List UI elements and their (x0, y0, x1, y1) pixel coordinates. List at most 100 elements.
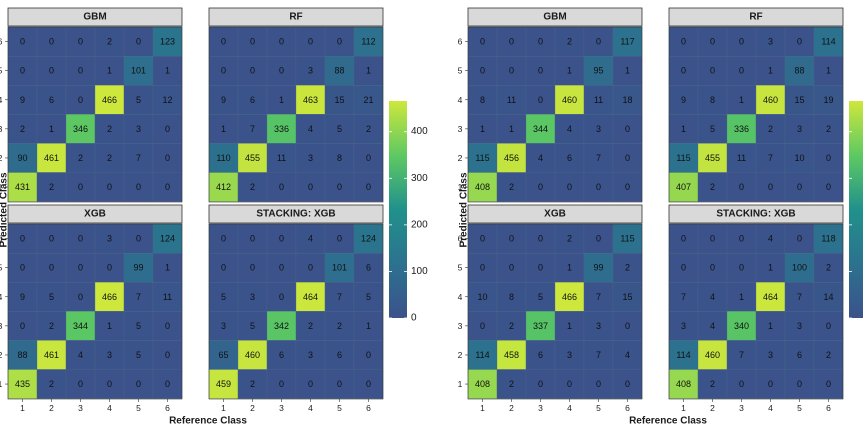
panel-strip (7, 7, 183, 27)
cell-value: 0 (480, 234, 485, 244)
cell-value: 5 (366, 292, 371, 302)
cell-value: 3 (797, 321, 802, 331)
heatmap-cell (152, 369, 183, 399)
heatmap-cell (496, 26, 527, 57)
legend-tick-label: 400 (411, 126, 428, 137)
cell-value: 0 (221, 37, 226, 47)
cell-value: 346 (73, 124, 88, 134)
cell-value: 0 (279, 66, 284, 76)
heatmap-cell (554, 223, 585, 254)
heatmap-cell (324, 143, 355, 173)
heatmap-cell (7, 340, 38, 370)
cell-value: 0 (279, 182, 284, 192)
cell-value: 0 (797, 379, 802, 389)
cell-value: 9 (221, 95, 226, 105)
cell-value: 101 (332, 263, 347, 273)
cell-value: 1 (49, 124, 54, 134)
cell-value: 88 (334, 66, 344, 76)
cell-value: 0 (739, 379, 744, 389)
x-tick-label: 2 (250, 403, 255, 413)
cell-value: 0 (681, 66, 686, 76)
x-axis-title: Reference Class (629, 416, 707, 427)
heatmap-cell (7, 172, 38, 202)
cell-value: 456 (504, 153, 519, 163)
heatmap-cell (36, 172, 67, 202)
heatmap-cell (755, 55, 786, 86)
y-tick-label: 6 (0, 234, 3, 244)
cell-value: 0 (49, 263, 54, 273)
heatmap-cell (467, 114, 498, 144)
heatmap-cell (94, 172, 125, 202)
cell-value: 408 (475, 182, 490, 192)
cell-value: 2 (509, 182, 514, 192)
heatmap-cell (295, 85, 326, 115)
cell-value: 408 (676, 379, 691, 389)
y-tick-label: 4 (0, 292, 3, 302)
panel-strip (208, 7, 384, 27)
heatmap-cell (525, 282, 556, 312)
cell-value: 3 (681, 321, 686, 331)
cell-value: 0 (480, 321, 485, 331)
panel-title: RF (289, 12, 302, 23)
heatmap-cell (726, 172, 757, 202)
heatmap-cell (353, 172, 384, 202)
cell-value: 15 (334, 95, 344, 105)
legend-gradient (849, 101, 863, 318)
cell-value: 6 (538, 350, 543, 360)
cell-value: 11 (277, 153, 286, 163)
panel-strip (668, 7, 844, 27)
cell-value: 0 (221, 234, 226, 244)
cell-value: 0 (538, 95, 543, 105)
cell-value: 0 (509, 66, 514, 76)
heatmap-cell (755, 369, 786, 399)
cell-value: 1 (567, 66, 572, 76)
heatmap-cell (7, 26, 38, 57)
cell-value: 2 (768, 124, 773, 134)
cell-value: 2 (826, 124, 831, 134)
cell-value: 3 (107, 350, 112, 360)
x-tick-label: 5 (337, 403, 342, 413)
cell-value: 3 (136, 124, 141, 134)
cell-value: 11 (737, 153, 746, 163)
cell-value: 0 (107, 263, 112, 273)
cell-value: 3 (596, 124, 601, 134)
heatmap-cell (152, 223, 183, 254)
cell-value: 0 (480, 263, 485, 273)
cell-value: 2 (710, 182, 715, 192)
cell-value: 118 (821, 234, 835, 244)
cell-value: 0 (480, 66, 485, 76)
cell-value: 2 (49, 321, 54, 331)
cell-value: 1 (279, 95, 284, 105)
cell-value: 0 (49, 66, 54, 76)
heatmap-cell (353, 252, 384, 283)
cell-value: 7 (337, 292, 342, 302)
x-tick-label: 3 (739, 403, 744, 413)
y-tick-label: 4 (458, 292, 463, 302)
y-tick-label: 5 (458, 66, 463, 76)
x-tick-label: 3 (538, 403, 543, 413)
cell-value: 2 (250, 379, 255, 389)
cell-value: 100 (792, 263, 807, 273)
panel-border (7, 26, 183, 203)
heatmap-cell (496, 252, 527, 283)
cell-value: 0 (538, 182, 543, 192)
heatmap-cell (152, 85, 183, 115)
heatmap-cell (554, 282, 585, 312)
cell-value: 115 (620, 234, 634, 244)
heatmap-cell (65, 252, 96, 283)
cell-value: 117 (620, 37, 634, 47)
cell-value: 9 (20, 95, 25, 105)
cell-value: 2 (107, 153, 112, 163)
heatmap-cell (266, 223, 297, 254)
heatmap-cell (612, 311, 643, 341)
cell-value: 2 (826, 263, 831, 273)
cell-value: 11 (163, 292, 172, 302)
cell-value: 3 (107, 234, 112, 244)
cell-value: 0 (538, 234, 543, 244)
heatmap-cell (94, 26, 125, 57)
cell-value: 0 (826, 153, 831, 163)
cell-value: 4 (78, 350, 83, 360)
heatmap-cell (237, 223, 268, 254)
heatmap-cell (554, 340, 585, 370)
